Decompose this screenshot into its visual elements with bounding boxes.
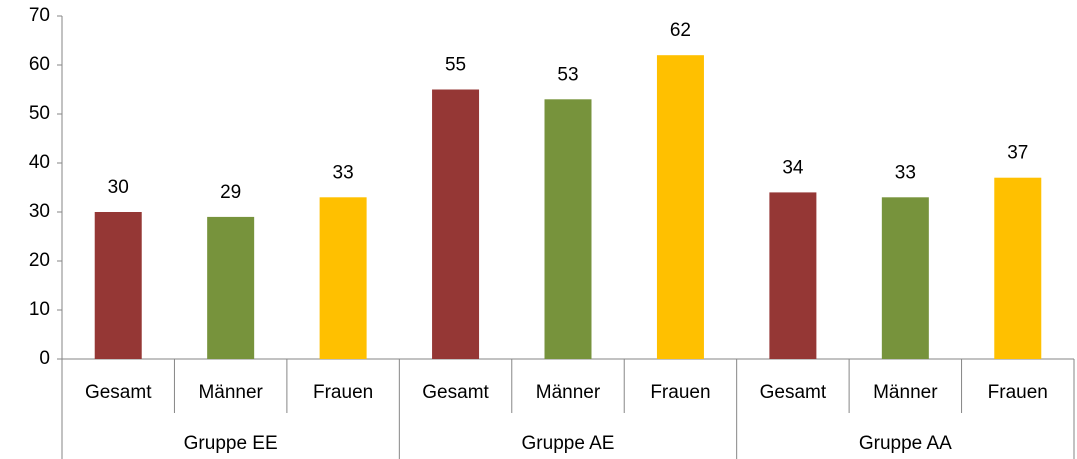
value-label: 30 (108, 177, 129, 198)
y-tick-label: 50 (29, 103, 50, 124)
sub-category-label: Frauen (988, 382, 1048, 403)
sub-category-label: Gesamt (760, 382, 827, 403)
sub-category-label: Gesamt (85, 382, 152, 403)
group-label: Gruppe EE (184, 433, 278, 454)
group-label: Gruppe AE (522, 433, 615, 454)
group-label: Gruppe AA (859, 433, 952, 454)
sub-category-label: Männer (536, 382, 601, 403)
y-tick-label: 10 (29, 299, 50, 320)
sub-category-label: Männer (198, 382, 263, 403)
bar (769, 192, 817, 359)
sub-category-label: Frauen (650, 382, 710, 403)
bar (656, 55, 704, 359)
value-label: 29 (220, 182, 241, 203)
bar (994, 177, 1042, 359)
bar (207, 216, 255, 359)
value-label: 33 (333, 162, 354, 183)
value-label: 33 (895, 162, 916, 183)
bar (94, 212, 142, 359)
bar (881, 197, 929, 359)
value-label: 34 (782, 157, 804, 178)
value-label: 62 (670, 20, 691, 41)
bar (432, 89, 480, 359)
value-label: 55 (445, 55, 466, 76)
bar (544, 99, 592, 360)
sub-category-label: Frauen (313, 382, 373, 403)
y-tick-label: 70 (29, 5, 50, 26)
sub-category-label: Männer (873, 382, 938, 403)
y-tick-label: 60 (29, 54, 50, 75)
value-label: 53 (557, 64, 578, 85)
y-tick-label: 40 (29, 152, 50, 173)
sub-category-label: Gesamt (422, 382, 489, 403)
bar (319, 197, 367, 359)
y-tick-label: 0 (39, 348, 50, 369)
y-tick-label: 20 (29, 250, 50, 271)
y-tick-label: 30 (29, 201, 50, 222)
value-label: 37 (1007, 143, 1028, 164)
